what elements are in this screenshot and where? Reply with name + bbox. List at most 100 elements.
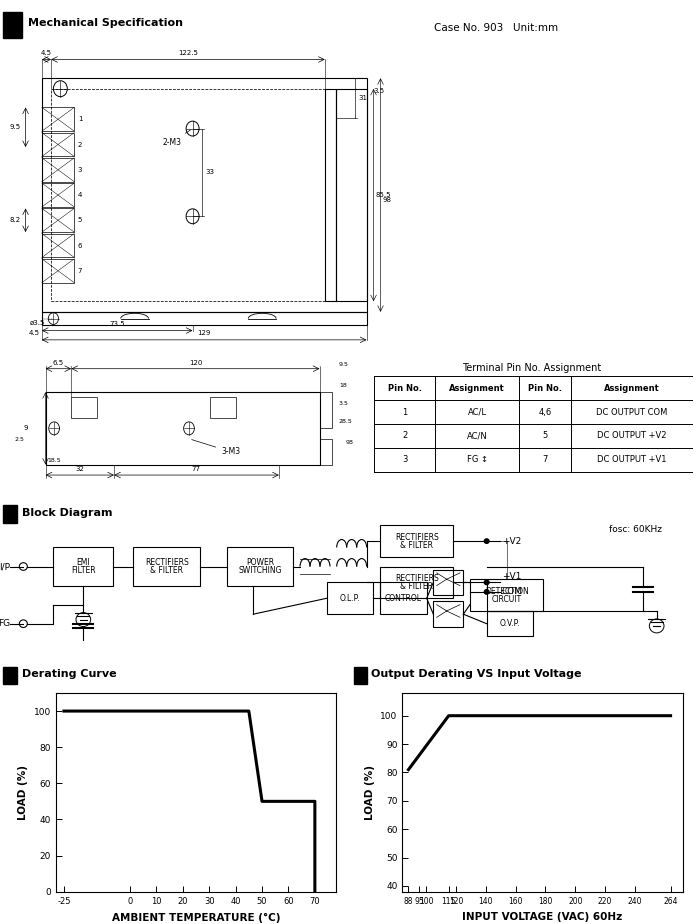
Bar [42, 259, 74, 283]
Bar [71, 397, 97, 418]
X-axis label: AMBIENT TEMPERATURE (°C): AMBIENT TEMPERATURE (°C) [112, 913, 280, 922]
Text: AC/N: AC/N [467, 432, 488, 441]
Text: Derating Curve: Derating Curve [22, 669, 116, 679]
Text: 3: 3 [402, 456, 407, 464]
Text: 2: 2 [402, 432, 407, 441]
Bar [42, 107, 74, 131]
Bar [354, 667, 367, 684]
Text: 1: 1 [78, 116, 83, 122]
Bar [46, 392, 320, 465]
Text: Output Derating VS Input Voltage: Output Derating VS Input Voltage [371, 669, 582, 679]
Text: Case No. 903   Unit:mm: Case No. 903 Unit:mm [434, 23, 558, 33]
Text: FG ↕: FG ↕ [467, 456, 488, 464]
Text: 33: 33 [205, 169, 214, 176]
Circle shape [484, 580, 489, 585]
Text: 2: 2 [78, 141, 82, 148]
Text: FG: FG [0, 619, 10, 628]
Text: 3: 3 [78, 166, 83, 173]
Text: SWITCHING: SWITCHING [238, 566, 281, 575]
Text: +V2: +V2 [502, 537, 521, 545]
Bar [327, 582, 373, 614]
Text: 122.5: 122.5 [178, 50, 198, 55]
Text: 129: 129 [197, 330, 211, 335]
Bar [380, 582, 427, 614]
Text: ø3.5: ø3.5 [30, 320, 46, 325]
Text: 3.5: 3.5 [339, 401, 349, 406]
Text: COM: COM [502, 588, 523, 596]
Text: Mechanical Specification: Mechanical Specification [28, 18, 183, 29]
Bar [227, 547, 293, 586]
Bar [133, 547, 200, 586]
Text: 18: 18 [339, 383, 346, 388]
Text: 8.2: 8.2 [10, 217, 21, 224]
Y-axis label: LOAD (%): LOAD (%) [18, 765, 28, 820]
Bar [325, 89, 337, 301]
Text: I/P: I/P [0, 562, 10, 571]
Bar [53, 547, 113, 586]
Text: 9.5: 9.5 [339, 362, 349, 367]
Text: CIRCUIT: CIRCUIT [491, 594, 522, 603]
Bar [42, 132, 74, 156]
Text: 2.5: 2.5 [14, 437, 24, 443]
Text: 6: 6 [78, 242, 83, 249]
Text: DC OUTPUT +V1: DC OUTPUT +V1 [597, 456, 666, 464]
Text: 2-M3: 2-M3 [162, 130, 190, 147]
Bar [42, 183, 74, 207]
Text: 4.5: 4.5 [29, 330, 39, 336]
Circle shape [484, 539, 489, 543]
Text: 85.5: 85.5 [376, 192, 391, 198]
Bar [211, 397, 236, 418]
Bar [320, 392, 332, 429]
Text: DETECTION: DETECTION [485, 587, 528, 596]
Bar [486, 611, 533, 637]
Text: 5: 5 [78, 217, 82, 224]
Text: 6.5: 6.5 [52, 359, 64, 366]
Text: 32: 32 [76, 467, 84, 472]
Text: 3-M3: 3-M3 [192, 440, 240, 456]
Text: 1: 1 [402, 407, 407, 417]
Text: +V1: +V1 [502, 572, 521, 580]
Text: fosc: 60KHz: fosc: 60KHz [609, 525, 662, 534]
Text: 73.5: 73.5 [109, 321, 125, 326]
Text: & FILTER: & FILTER [400, 541, 433, 550]
Bar [42, 312, 367, 325]
Bar [3, 505, 17, 523]
Text: RECTIFIERS: RECTIFIERS [145, 558, 188, 567]
Text: O.L.P.: O.L.P. [340, 594, 360, 602]
Text: Pin No.: Pin No. [528, 383, 562, 393]
Text: 5: 5 [542, 432, 547, 441]
Text: EMI: EMI [76, 558, 90, 567]
Text: 18.5: 18.5 [48, 458, 61, 463]
Text: 120: 120 [189, 359, 202, 366]
Text: DC OUTPUT +V2: DC OUTPUT +V2 [597, 432, 666, 441]
Text: DC OUTPUT COM: DC OUTPUT COM [596, 407, 668, 417]
Text: Terminal Pin No. Assignment: Terminal Pin No. Assignment [463, 362, 601, 372]
Text: & FILTER: & FILTER [150, 566, 183, 575]
Text: 3.5: 3.5 [374, 89, 385, 94]
Text: 7: 7 [78, 268, 83, 274]
Text: Block Diagram: Block Diagram [22, 507, 112, 517]
Bar [337, 89, 367, 301]
Bar [3, 667, 17, 684]
Bar [42, 79, 367, 312]
Text: 28.5: 28.5 [339, 419, 353, 424]
Text: CONTROL: CONTROL [385, 594, 422, 602]
Text: FILTER: FILTER [71, 566, 96, 575]
Bar [320, 439, 332, 465]
Text: 4: 4 [78, 192, 82, 198]
Text: 98: 98 [345, 440, 354, 445]
Text: 9: 9 [24, 425, 29, 432]
Text: O.V.P.: O.V.P. [500, 619, 520, 628]
Text: 77: 77 [191, 467, 200, 472]
Text: & FILTER: & FILTER [400, 582, 433, 590]
Bar [470, 579, 543, 611]
Text: RECTIFIERS: RECTIFIERS [395, 532, 438, 541]
Bar [433, 570, 463, 595]
Text: Assignment: Assignment [604, 383, 659, 393]
Bar [42, 234, 74, 258]
Bar [42, 208, 74, 232]
Y-axis label: LOAD (%): LOAD (%) [365, 765, 374, 820]
Text: 31: 31 [358, 95, 368, 101]
Bar [433, 602, 463, 626]
Text: 9.5: 9.5 [10, 124, 21, 130]
